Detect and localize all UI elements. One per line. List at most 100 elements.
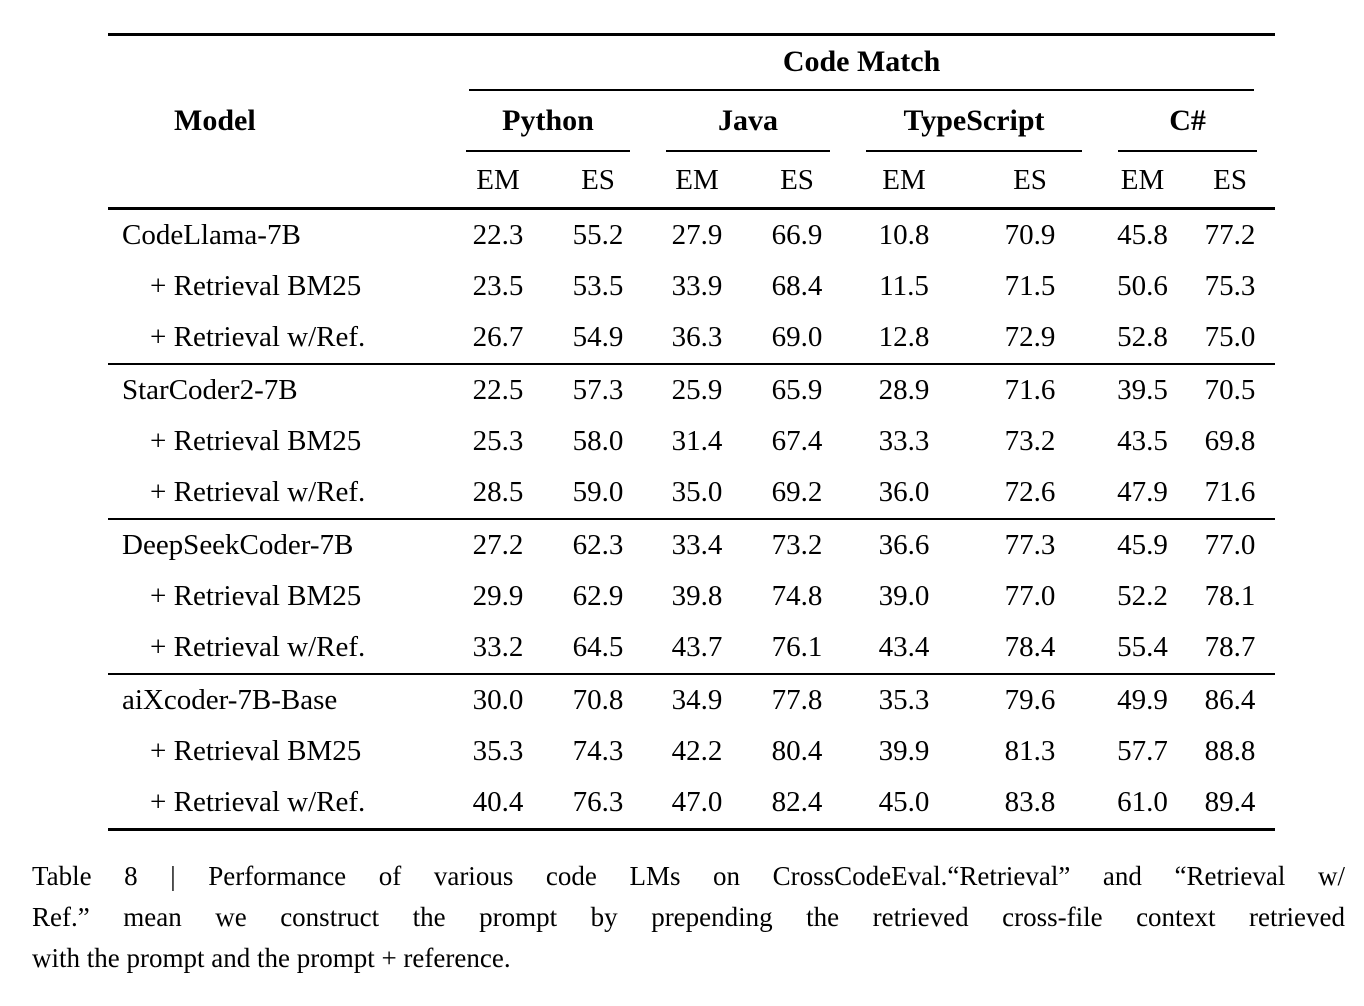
group-header-python: Python — [502, 103, 594, 137]
value-cell: 43.4 — [878, 631, 930, 663]
value-cell: 33.9 — [671, 270, 723, 302]
value-cell: 49.9 — [1100, 673, 1185, 726]
typescript-rule — [866, 150, 1082, 152]
span-header: Code Match — [782, 44, 941, 78]
value-cell: 30.0 — [448, 673, 548, 726]
value-cell: 76.1 — [771, 631, 823, 663]
value-cell: 47.9 — [1117, 476, 1168, 508]
table-row: + Retrieval w/Ref. 40.4 76.3 47.0 82.4 45.0 83… — [108, 777, 1275, 830]
value-cell: 45.9 — [1100, 518, 1185, 571]
span-header-row: Code Match — [108, 35, 1275, 88]
value-cell: 31.4 — [671, 425, 723, 457]
model-cell: + Retrieval BM25 — [150, 425, 362, 457]
value-cell: 77.0 — [1185, 518, 1276, 571]
table-row: aiXcoder-7B-Base 30.0 70.8 34.9 77.8 35.3 79.6… — [108, 673, 1276, 726]
subheader-es: ES — [548, 153, 648, 210]
value-cell: 57.7 — [1117, 735, 1168, 767]
caption-line: Table 8 | Performance of various code LM… — [32, 861, 1345, 891]
value-cell: 62.9 — [572, 580, 624, 612]
value-cell: 71.6 — [960, 363, 1100, 416]
codematch-rule — [469, 89, 1255, 91]
model-cell: + Retrieval w/Ref. — [150, 631, 366, 663]
value-cell: 73.2 — [746, 518, 848, 571]
subheader-em: EM — [1100, 153, 1185, 210]
subheader-em: EM — [648, 153, 746, 210]
table-body: CodeLlama-7B 22.3 55.2 27.9 66.9 10.8 70.9 45.8… — [108, 209, 1276, 830]
paper-page: Code Match Model Python Java TypeScript … — [0, 33, 1364, 1006]
value-cell: 82.4 — [771, 786, 823, 818]
model-cell: + Retrieval BM25 — [150, 735, 362, 767]
value-cell: 33.2 — [472, 631, 524, 663]
caption-line: with the prompt and the prompt + referen… — [32, 943, 511, 973]
value-cell: 74.8 — [771, 580, 823, 612]
subheader-em: EM — [848, 153, 960, 210]
group-rule-row — [108, 149, 1275, 154]
metric-header-row: EM ES EM ES EM ES EM ES — [108, 153, 1276, 210]
value-cell: 39.0 — [878, 580, 930, 612]
value-cell: 53.5 — [572, 270, 624, 302]
value-cell: 65.9 — [746, 363, 848, 416]
value-cell: 45.0 — [878, 786, 930, 818]
value-cell: 47.0 — [671, 786, 723, 818]
value-cell: 77.8 — [746, 673, 848, 726]
value-cell: 12.8 — [878, 321, 930, 353]
value-cell: 69.2 — [771, 476, 823, 508]
subheader-es: ES — [1185, 153, 1276, 210]
value-cell: 73.2 — [1004, 425, 1056, 457]
value-cell: 77.2 — [1204, 219, 1256, 251]
value-cell: 28.5 — [472, 476, 524, 508]
value-cell: 68.4 — [771, 270, 823, 302]
value-cell: 78.1 — [1204, 580, 1256, 612]
results-table: Code Match Model Python Java TypeScript … — [108, 33, 1276, 831]
value-cell: 55.2 — [572, 219, 624, 251]
value-cell: 72.9 — [1004, 321, 1056, 353]
value-cell: 69.0 — [771, 321, 823, 353]
java-rule — [666, 150, 830, 152]
value-cell: 75.3 — [1204, 270, 1256, 302]
value-cell: 42.2 — [671, 735, 723, 767]
value-cell: 74.3 — [572, 735, 624, 767]
value-cell: 39.9 — [878, 735, 930, 767]
value-cell: 43.5 — [1117, 425, 1168, 457]
value-cell: 40.4 — [472, 786, 524, 818]
value-cell: 77.3 — [960, 518, 1100, 571]
model-cell: DeepSeekCoder-7B — [108, 518, 448, 571]
value-cell: 72.6 — [1004, 476, 1056, 508]
model-cell: + Retrieval w/Ref. — [150, 321, 366, 353]
value-cell: 89.4 — [1204, 786, 1256, 818]
value-cell: 26.7 — [472, 321, 524, 353]
value-cell: 33.3 — [878, 425, 930, 457]
model-cell: aiXcoder-7B-Base — [108, 673, 448, 726]
value-cell: 80.4 — [771, 735, 823, 767]
value-cell: 70.9 — [1004, 219, 1056, 251]
value-cell: 78.4 — [1004, 631, 1056, 663]
value-cell: 43.7 — [671, 631, 723, 663]
subheader-es: ES — [746, 153, 848, 210]
value-cell: 69.8 — [1204, 425, 1256, 457]
value-cell: 29.9 — [472, 580, 524, 612]
value-cell: 35.0 — [671, 476, 723, 508]
group-header-csharp: C# — [1169, 103, 1206, 137]
table-row: + Retrieval BM25 25.3 58.0 31.4 67.4 33.3 73.2… — [108, 416, 1275, 467]
language-header-row: Model Python Java TypeScript C# — [108, 93, 1275, 149]
table-row: + Retrieval BM25 29.9 62.9 39.8 74.8 39.0 77.0… — [108, 571, 1275, 622]
value-cell: 27.2 — [448, 518, 548, 571]
value-cell: 52.8 — [1117, 321, 1168, 353]
value-cell: 83.8 — [1004, 786, 1056, 818]
value-cell: 70.5 — [1185, 363, 1276, 416]
table-row: DeepSeekCoder-7B 27.2 62.3 33.4 73.2 36.6 77.3… — [108, 518, 1276, 571]
csharp-rule — [1118, 150, 1258, 152]
value-cell: 57.3 — [548, 363, 648, 416]
value-cell: 36.6 — [848, 518, 960, 571]
value-cell: 62.3 — [548, 518, 648, 571]
value-cell: 55.4 — [1117, 631, 1168, 663]
value-cell: 66.9 — [771, 219, 823, 251]
value-cell: 88.8 — [1204, 735, 1256, 767]
value-cell: 11.5 — [879, 270, 929, 302]
value-cell: 39.8 — [671, 580, 723, 612]
subheader-es: ES — [960, 153, 1100, 210]
value-cell: 39.5 — [1100, 363, 1185, 416]
value-cell: 23.5 — [472, 270, 524, 302]
value-cell: 59.0 — [572, 476, 624, 508]
table-row: + Retrieval BM25 35.3 74.3 42.2 80.4 39.9 81.3… — [108, 726, 1275, 777]
